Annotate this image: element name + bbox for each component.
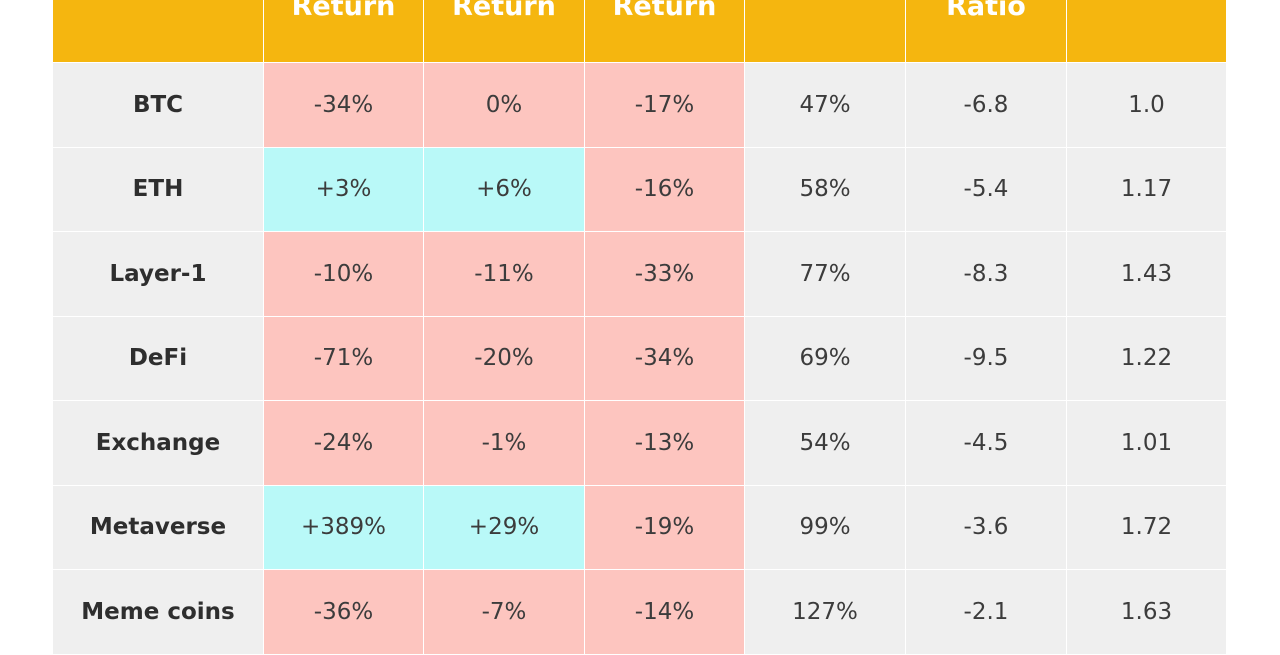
table-cell: 1.01 [1067,401,1227,486]
page: Return Return Return Ratio BTC -34% 0% -17% 47% -… [53,0,1227,655]
header-cell: Ratio [906,0,1067,63]
table-cell: -8.3 [906,232,1067,317]
table-cell: -14% [585,570,745,655]
table-cell: -7% [424,570,585,655]
table-cell: 1.63 [1067,570,1227,655]
table-cell: 1.43 [1067,232,1227,317]
table-cell: 1.0 [1067,63,1227,148]
table-cell: -34% [585,316,745,401]
table-cell: +389% [264,485,424,570]
table-cell: -20% [424,316,585,401]
table-cell: -24% [264,401,424,486]
header-cell: Return [264,0,424,63]
table-cell: 69% [745,316,906,401]
table-cell: -11% [424,232,585,317]
table-cell: -4.5 [906,401,1067,486]
table-cell: -13% [585,401,745,486]
table-cell: 58% [745,147,906,232]
table-cell: 1.17 [1067,147,1227,232]
table-cell: -17% [585,63,745,148]
table-cell: +3% [264,147,424,232]
header-cell [745,0,906,63]
row-label: Exchange [53,401,264,486]
table-cell: -71% [264,316,424,401]
table-cell: +29% [424,485,585,570]
table-cell: -34% [264,63,424,148]
row-label: Meme coins [53,570,264,655]
table-cell: -10% [264,232,424,317]
table-cell: 47% [745,63,906,148]
table-cell: -16% [585,147,745,232]
table-cell: +6% [424,147,585,232]
table-cell: 77% [745,232,906,317]
table-cell: -2.1 [906,570,1067,655]
table-cell: 127% [745,570,906,655]
table-cell: -6.8 [906,63,1067,148]
table-cell: 0% [424,63,585,148]
row-label: BTC [53,63,264,148]
header-cell [53,0,264,63]
table-cell: 54% [745,401,906,486]
row-label: ETH [53,147,264,232]
header-cell: Return [424,0,585,63]
table-cell: 99% [745,485,906,570]
table-cell: 1.22 [1067,316,1227,401]
table-cell: -19% [585,485,745,570]
row-label: Layer-1 [53,232,264,317]
table-cell: -36% [264,570,424,655]
header-cell [1067,0,1227,63]
row-label: Metaverse [53,485,264,570]
table-cell: -5.4 [906,147,1067,232]
table-cell: -9.5 [906,316,1067,401]
row-label: DeFi [53,316,264,401]
table-cell: -1% [424,401,585,486]
table-cell: 1.72 [1067,485,1227,570]
header-cell: Return [585,0,745,63]
table-cell: -3.6 [906,485,1067,570]
table-cell: -33% [585,232,745,317]
